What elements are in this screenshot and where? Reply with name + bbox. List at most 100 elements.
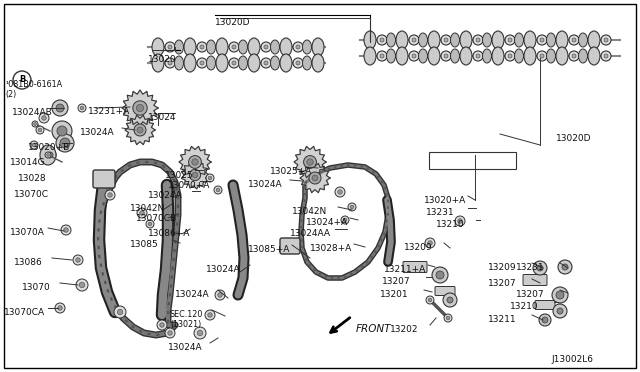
Ellipse shape: [492, 31, 504, 49]
Text: 13210: 13210: [436, 220, 465, 229]
Circle shape: [160, 323, 164, 327]
Text: 13024A: 13024A: [148, 191, 182, 200]
Circle shape: [229, 58, 239, 68]
Circle shape: [78, 104, 86, 112]
FancyBboxPatch shape: [535, 301, 555, 310]
Circle shape: [208, 313, 212, 317]
Circle shape: [505, 35, 515, 45]
Text: 13209: 13209: [404, 243, 433, 252]
Text: 13024A: 13024A: [168, 343, 203, 352]
Text: 13024AB: 13024AB: [12, 108, 52, 117]
Ellipse shape: [387, 49, 396, 63]
Circle shape: [447, 297, 453, 303]
Circle shape: [168, 331, 172, 335]
Circle shape: [136, 105, 143, 112]
Ellipse shape: [303, 40, 312, 54]
Circle shape: [572, 54, 576, 58]
Circle shape: [412, 54, 416, 58]
Text: 13207: 13207: [382, 277, 411, 286]
Circle shape: [542, 317, 548, 323]
Ellipse shape: [419, 33, 428, 47]
Circle shape: [189, 169, 200, 180]
Circle shape: [197, 330, 203, 336]
Circle shape: [455, 216, 465, 226]
Circle shape: [476, 38, 480, 42]
Text: 13085: 13085: [130, 240, 159, 249]
Text: 13025+A: 13025+A: [270, 167, 312, 176]
Circle shape: [505, 51, 515, 61]
Circle shape: [208, 176, 212, 180]
Circle shape: [377, 51, 387, 61]
Ellipse shape: [451, 49, 460, 63]
Circle shape: [79, 282, 84, 288]
Ellipse shape: [579, 49, 588, 63]
Circle shape: [436, 271, 444, 279]
Ellipse shape: [248, 38, 260, 56]
Circle shape: [261, 58, 271, 68]
Text: 13024A: 13024A: [175, 290, 210, 299]
Circle shape: [52, 121, 72, 141]
Text: 13086+A: 13086+A: [148, 229, 190, 238]
Ellipse shape: [547, 49, 556, 63]
Ellipse shape: [152, 38, 164, 56]
Circle shape: [348, 203, 356, 211]
Text: 13020+B: 13020+B: [28, 143, 70, 152]
Circle shape: [76, 279, 88, 291]
Circle shape: [303, 155, 316, 169]
Text: 13020: 13020: [148, 55, 177, 64]
Circle shape: [309, 172, 321, 184]
Ellipse shape: [460, 31, 472, 49]
Text: 13020D: 13020D: [215, 18, 250, 27]
Ellipse shape: [579, 33, 588, 47]
Ellipse shape: [184, 54, 196, 72]
Circle shape: [556, 291, 564, 299]
Circle shape: [64, 228, 68, 232]
Circle shape: [218, 293, 222, 297]
Ellipse shape: [364, 47, 376, 65]
Text: 13042N: 13042N: [130, 204, 165, 213]
Circle shape: [146, 220, 154, 228]
Circle shape: [56, 134, 74, 152]
Polygon shape: [181, 161, 209, 189]
Text: 13231: 13231: [516, 263, 545, 272]
Circle shape: [216, 188, 220, 192]
Circle shape: [205, 310, 215, 320]
Text: 13207: 13207: [488, 279, 516, 288]
Ellipse shape: [451, 33, 460, 47]
Circle shape: [296, 45, 300, 49]
Circle shape: [61, 225, 71, 235]
Circle shape: [508, 54, 512, 58]
Circle shape: [604, 54, 608, 58]
Circle shape: [473, 35, 483, 45]
Circle shape: [540, 38, 544, 42]
Circle shape: [432, 267, 448, 283]
Circle shape: [80, 106, 84, 110]
Circle shape: [30, 141, 38, 149]
Circle shape: [197, 42, 207, 52]
Circle shape: [197, 58, 207, 68]
Text: 13024A: 13024A: [206, 265, 241, 274]
Circle shape: [428, 241, 432, 245]
Polygon shape: [179, 147, 211, 177]
Ellipse shape: [515, 49, 524, 63]
Circle shape: [165, 58, 175, 68]
Ellipse shape: [280, 54, 292, 72]
Text: 13024+A: 13024+A: [306, 218, 348, 227]
Circle shape: [537, 51, 547, 61]
Ellipse shape: [271, 56, 280, 70]
Circle shape: [165, 42, 175, 52]
Circle shape: [441, 51, 451, 61]
Ellipse shape: [271, 40, 280, 54]
Ellipse shape: [396, 47, 408, 65]
Circle shape: [215, 290, 225, 300]
Circle shape: [446, 316, 450, 320]
Circle shape: [114, 306, 126, 318]
Circle shape: [569, 35, 579, 45]
Circle shape: [264, 61, 268, 65]
Circle shape: [165, 328, 175, 338]
Circle shape: [117, 309, 123, 315]
Circle shape: [537, 35, 547, 45]
Text: J13002L6: J13002L6: [551, 355, 593, 364]
Ellipse shape: [588, 47, 600, 65]
Text: 13024A: 13024A: [248, 180, 283, 189]
